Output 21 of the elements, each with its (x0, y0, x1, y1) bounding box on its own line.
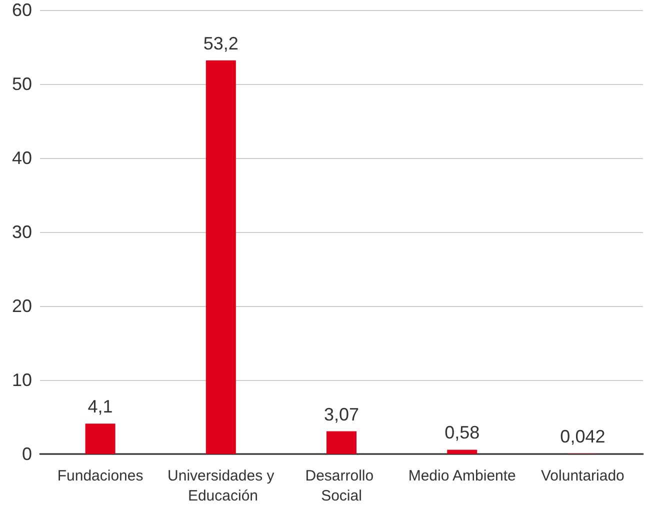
data-label: 0,58 (444, 422, 480, 443)
data-label: 53,2 (203, 33, 238, 54)
x-tick-label: Universidades y Educación (168, 468, 275, 504)
data-label: 3,07 (324, 404, 360, 424)
x-tick-label: Fundaciones (57, 468, 144, 484)
x-tick-label: Desarrollo Social (305, 468, 378, 504)
data-label: 4,1 (88, 396, 113, 417)
bar (85, 424, 116, 454)
y-tick-label: 60 (12, 0, 32, 20)
bar (206, 60, 236, 454)
y-tick-label: 20 (12, 296, 32, 316)
bar (447, 450, 478, 454)
data-label: 0,042 (560, 426, 606, 447)
y-tick-label: 0 (22, 444, 32, 464)
y-tick-label: 10 (12, 370, 32, 390)
y-tick-label: 40 (12, 148, 32, 168)
bar (326, 431, 356, 454)
y-tick-label: 30 (12, 222, 32, 242)
x-tick-label: Voluntariado (540, 468, 624, 484)
y-tick-label: 50 (12, 74, 32, 94)
x-tick-label: Medio Ambiente (408, 468, 516, 484)
